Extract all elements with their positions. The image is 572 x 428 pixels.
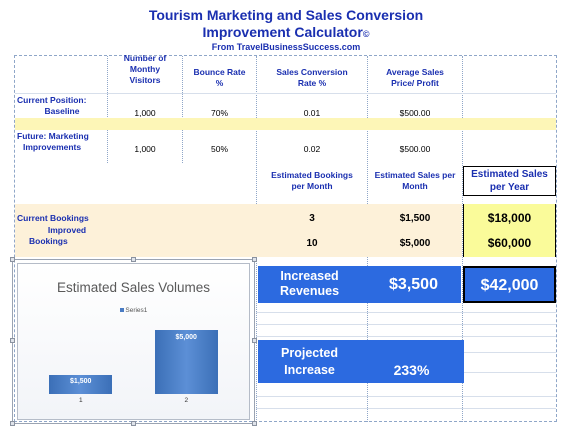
cell-future-avg[interactable]: $500.00 xyxy=(399,144,431,154)
cell-current-bookings[interactable]: 3 xyxy=(309,213,315,224)
cell-improved-bookings[interactable]: 10 xyxy=(306,238,318,249)
cell-current-sales-year[interactable]: $18,000 xyxy=(487,211,532,225)
resize-handle[interactable] xyxy=(10,257,15,262)
header-sales-year: Estimated Sales per Year xyxy=(463,166,556,196)
header-line: per Month xyxy=(291,181,333,191)
grid-line xyxy=(256,336,556,337)
cell-current-sales-month[interactable]: $1,500 xyxy=(399,213,431,224)
label-line: Improvements xyxy=(23,142,82,152)
sales-volume-chart[interactable]: Estimated Sales Volumes Series1 $1,500 $… xyxy=(17,263,250,420)
copyright-mark: © xyxy=(362,29,370,39)
label-line: Increase xyxy=(284,363,335,377)
label-line: Projected xyxy=(281,346,338,360)
grid-line xyxy=(107,56,108,163)
grid-line xyxy=(256,408,556,409)
header-line: Number of xyxy=(123,53,167,63)
increased-year-value[interactable]: $42,000 xyxy=(480,277,539,294)
label-line: Increased xyxy=(280,269,339,283)
label-line: Revenues xyxy=(279,284,340,298)
header-line: Average Sales xyxy=(386,67,444,77)
plot-area: $1,500 $5,000 xyxy=(28,324,239,394)
cell-current-visitors[interactable]: 1,000 xyxy=(134,108,156,118)
grid-line xyxy=(463,352,556,353)
yearly-band xyxy=(463,204,556,257)
header-line: per Year xyxy=(489,182,530,193)
bookings-band xyxy=(15,204,462,257)
header-line: Estimated Sales xyxy=(471,169,548,180)
increased-month-value[interactable]: $3,500 xyxy=(389,276,438,293)
grid-line xyxy=(256,396,556,397)
chart-title: Estimated Sales Volumes xyxy=(56,280,211,295)
source-credit: From TravelBusinessSuccess.com xyxy=(211,42,361,52)
header-visitors: Number of Monthy Visitors xyxy=(108,53,182,86)
cell-current-conversion[interactable]: 0.01 xyxy=(303,108,321,118)
x-tick-1: 1 xyxy=(78,397,83,404)
cell-future-visitors[interactable]: 1,000 xyxy=(134,144,156,154)
grid-line xyxy=(15,93,556,94)
cell-improved-sales-year[interactable]: $60,000 xyxy=(487,236,532,250)
resize-handle[interactable] xyxy=(10,421,15,426)
header-line: Estimated Sales per xyxy=(374,170,456,180)
bar-category-2[interactable]: $5,000 xyxy=(154,330,218,394)
increased-revenues-box: Increased Revenues $3,500 xyxy=(258,266,461,303)
resize-handle[interactable] xyxy=(252,257,257,262)
header-line: Rate % xyxy=(297,78,327,88)
increased-label: Increased Revenues xyxy=(258,269,361,299)
cell-future-bounce[interactable]: 50% xyxy=(210,144,228,154)
header-line: Monthy xyxy=(129,64,161,74)
grid-line xyxy=(463,372,556,373)
row-label-current: Current Position: Baseline xyxy=(17,95,107,117)
header-line: % xyxy=(215,78,224,88)
grid-line xyxy=(256,324,556,325)
grid-line xyxy=(462,56,463,422)
label-current-bookings: Current Bookings xyxy=(17,213,89,223)
header-sales-month: Estimated Sales per Month xyxy=(366,170,464,192)
data-label-1: $1,500 xyxy=(70,377,92,385)
header-line: Estimated Bookings xyxy=(271,170,353,180)
cell-future-conversion[interactable]: 0.02 xyxy=(303,144,321,154)
header-line: Bounce Rate xyxy=(193,67,246,77)
cell-current-avg[interactable]: $500.00 xyxy=(399,108,431,118)
resize-handle[interactable] xyxy=(131,421,136,426)
projected-label: Projected Increase xyxy=(258,345,361,379)
sheet-outline xyxy=(14,55,557,422)
label-line: Future: Marketing xyxy=(17,131,89,141)
separator-row xyxy=(15,118,556,130)
increased-year-box: $42,000 xyxy=(463,266,556,303)
grid-line xyxy=(256,312,556,313)
header-bounce-rate: Bounce Rate % xyxy=(183,67,256,89)
cell-current-bounce[interactable]: 70% xyxy=(210,108,228,118)
legend-label: Series1 xyxy=(125,307,148,314)
label-improved-bookings: Improved Bookings xyxy=(17,225,117,247)
header-line: Sales Conversion xyxy=(276,67,348,77)
x-tick-2: 2 xyxy=(184,397,189,404)
label-line: Baseline xyxy=(44,106,80,116)
calculator-subtitle: Improvement Calculator© xyxy=(0,24,572,40)
calculator-title: Tourism Marketing and Sales Conversion xyxy=(148,7,424,23)
header-line: Price/ Profit xyxy=(391,78,439,88)
grid-line xyxy=(182,56,183,163)
header-average-sales: Average Sales Price/ Profit xyxy=(368,67,462,89)
chart-legend: Series1 xyxy=(18,307,249,314)
row-label-future: Future: Marketing Improvements xyxy=(17,131,112,153)
bar-category-1[interactable]: $1,500 xyxy=(49,374,113,394)
label-line: Bookings xyxy=(29,236,68,246)
resize-handle[interactable] xyxy=(252,338,257,343)
legend-swatch xyxy=(119,308,124,313)
data-label-2: $5,000 xyxy=(175,334,197,342)
label-line: Current Position: xyxy=(17,95,87,105)
resize-handle[interactable] xyxy=(10,338,15,343)
resize-handle[interactable] xyxy=(252,421,257,426)
projected-value[interactable]: 233% xyxy=(393,362,430,378)
projected-increase-box: Projected Increase 233% xyxy=(258,340,464,383)
label-line: Improved xyxy=(47,225,87,235)
subtitle-text: Improvement Calculator xyxy=(202,24,363,40)
resize-handle[interactable] xyxy=(131,257,136,262)
header-estimated-bookings: Estimated Bookings per Month xyxy=(257,170,367,192)
header-line: Visitors xyxy=(129,75,161,85)
header-conversion-rate: Sales Conversion Rate % xyxy=(257,67,367,89)
cell-improved-sales-month[interactable]: $5,000 xyxy=(399,238,431,249)
header-line: Month xyxy=(402,181,428,191)
